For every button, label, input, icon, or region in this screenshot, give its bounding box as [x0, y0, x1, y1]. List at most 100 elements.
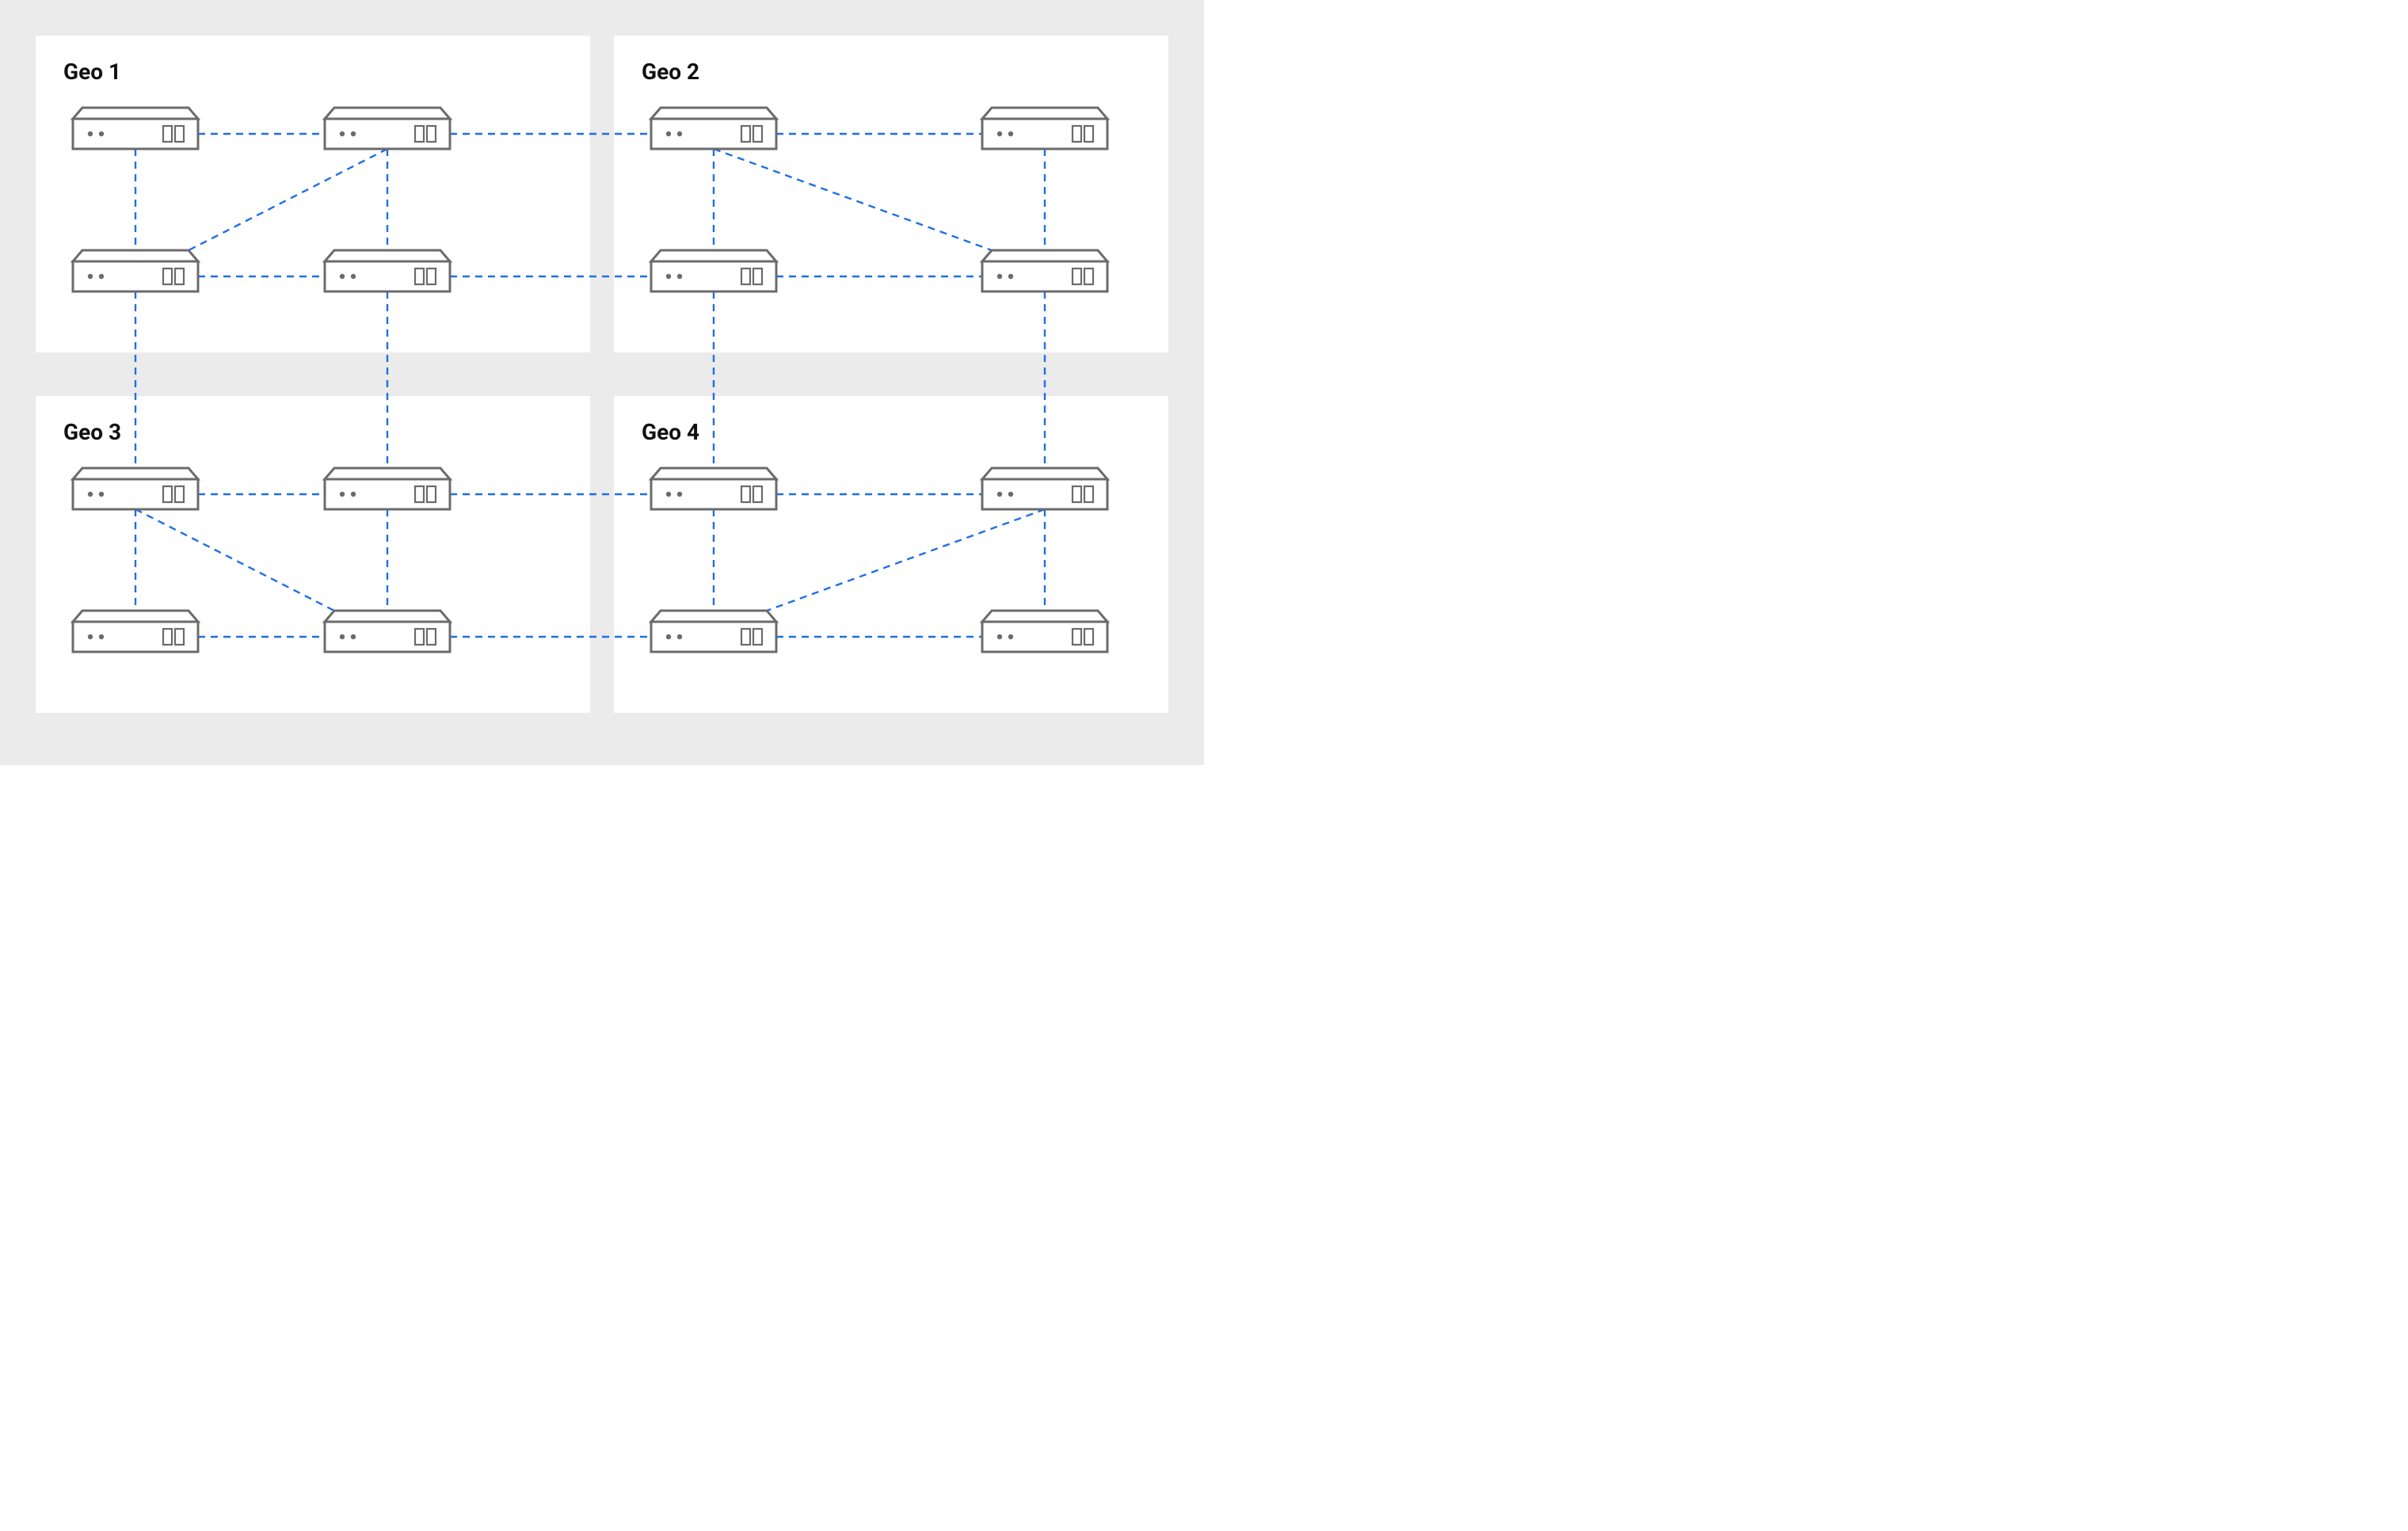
server-led — [340, 492, 345, 497]
geo-label-geo3: Geo 3 — [63, 419, 121, 445]
server-led — [997, 492, 1002, 497]
server-node-g4a — [651, 468, 776, 509]
server-drive-bay — [1084, 268, 1093, 284]
server-drive-bay — [175, 486, 184, 502]
server-top — [651, 250, 776, 261]
server-top — [73, 108, 198, 119]
server-drive-bay — [415, 268, 424, 284]
server-drive-bay — [753, 268, 762, 284]
server-drive-bay — [1073, 486, 1081, 502]
server-drive-bay — [163, 486, 172, 502]
server-drive-bay — [415, 486, 424, 502]
server-drive-bay — [427, 629, 436, 645]
server-top — [325, 468, 450, 479]
server-drive-bay — [163, 268, 172, 284]
server-led — [677, 131, 682, 136]
geo-label-geo1: Geo 1 — [63, 59, 121, 85]
geo-label-geo2: Geo 2 — [642, 59, 699, 85]
server-led — [351, 492, 356, 497]
server-top — [325, 108, 450, 119]
server-drive-bay — [415, 126, 424, 142]
server-drive-bay — [741, 126, 750, 142]
topology-diagram: Geo 1 Geo 2 Geo 3 Geo 4 64_RHEL_0120 — [0, 0, 1204, 765]
server-top — [982, 611, 1107, 622]
server-drive-bay — [1073, 126, 1081, 142]
server-led — [677, 274, 682, 279]
server-top — [982, 468, 1107, 479]
server-node-g2a — [651, 108, 776, 149]
server-drive-bay — [741, 486, 750, 502]
server-node-g3a — [73, 468, 198, 509]
server-led — [88, 274, 93, 279]
server-led — [99, 492, 104, 497]
server-led — [99, 634, 104, 639]
server-led — [340, 274, 345, 279]
server-drive-bay — [427, 268, 436, 284]
server-top — [73, 250, 198, 261]
server-led — [340, 634, 345, 639]
server-top — [982, 250, 1107, 261]
server-led — [88, 634, 93, 639]
server-drive-bay — [753, 486, 762, 502]
server-top — [651, 468, 776, 479]
server-node-g3b — [325, 468, 450, 509]
server-node-g3c — [73, 611, 198, 652]
server-led — [88, 492, 93, 497]
server-led — [677, 492, 682, 497]
server-led — [666, 492, 671, 497]
server-drive-bay — [163, 126, 172, 142]
server-led — [1008, 131, 1013, 136]
server-led — [677, 634, 682, 639]
server-led — [99, 274, 104, 279]
server-drive-bay — [163, 629, 172, 645]
watermark-text: 64_RHEL_0120 — [1046, 734, 1172, 753]
server-node-g1d — [325, 250, 450, 291]
server-node-g3d — [325, 611, 450, 652]
server-led — [351, 131, 356, 136]
server-led — [666, 274, 671, 279]
server-drive-bay — [1084, 126, 1093, 142]
server-led — [1008, 492, 1013, 497]
server-led — [340, 131, 345, 136]
server-top — [651, 611, 776, 622]
server-node-g1b — [325, 108, 450, 149]
server-top — [982, 108, 1107, 119]
server-led — [99, 131, 104, 136]
geo-label-geo4: Geo 4 — [642, 419, 699, 445]
server-node-g2b — [982, 108, 1107, 149]
server-drive-bay — [741, 629, 750, 645]
server-led — [666, 131, 671, 136]
server-drive-bay — [1084, 486, 1093, 502]
server-node-g1a — [73, 108, 198, 149]
server-node-g2d — [982, 250, 1107, 291]
server-drive-bay — [741, 268, 750, 284]
server-drive-bay — [427, 126, 436, 142]
server-drive-bay — [175, 126, 184, 142]
server-top — [73, 611, 198, 622]
server-drive-bay — [175, 268, 184, 284]
server-top — [325, 611, 450, 622]
server-node-g4b — [982, 468, 1107, 509]
server-top — [651, 108, 776, 119]
server-node-g2c — [651, 250, 776, 291]
server-top — [73, 468, 198, 479]
server-node-g4d — [982, 611, 1107, 652]
server-drive-bay — [415, 629, 424, 645]
server-drive-bay — [175, 629, 184, 645]
server-drive-bay — [1084, 629, 1093, 645]
server-led — [1008, 634, 1013, 639]
server-led — [351, 634, 356, 639]
server-node-g4c — [651, 611, 776, 652]
server-led — [997, 131, 1002, 136]
server-led — [666, 634, 671, 639]
server-drive-bay — [427, 486, 436, 502]
server-led — [88, 131, 93, 136]
server-led — [997, 274, 1002, 279]
server-led — [351, 274, 356, 279]
server-led — [1008, 274, 1013, 279]
server-drive-bay — [1073, 629, 1081, 645]
server-drive-bay — [753, 629, 762, 645]
server-node-g1c — [73, 250, 198, 291]
server-drive-bay — [1073, 268, 1081, 284]
server-led — [997, 634, 1002, 639]
